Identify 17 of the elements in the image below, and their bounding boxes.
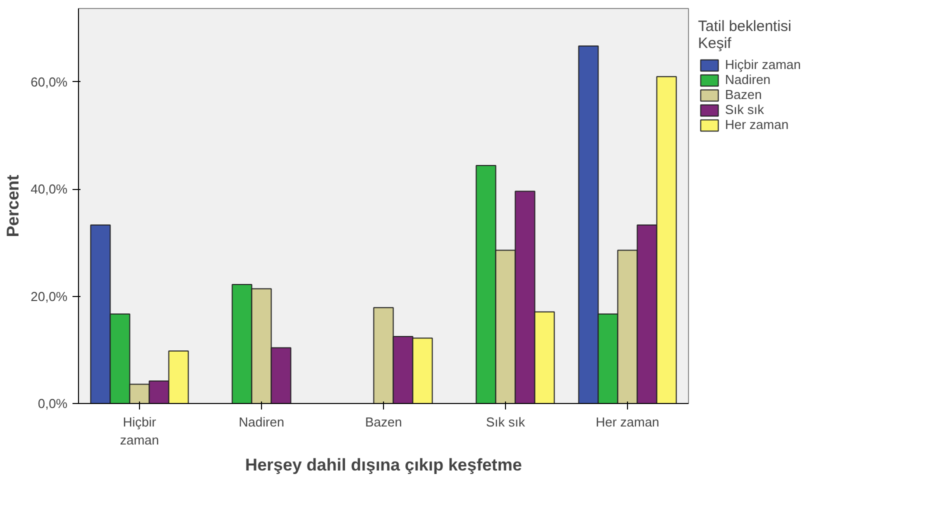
legend-label: Bazen bbox=[725, 87, 762, 102]
legend-label: Her zaman bbox=[725, 117, 789, 132]
legend-label: Hiçbir zaman bbox=[725, 57, 801, 72]
y-tick-label: 20,0% bbox=[30, 288, 68, 304]
x-tick-label: Nadiren bbox=[238, 414, 284, 430]
legend-label: Sık sık bbox=[725, 102, 764, 117]
x-tick-label: Hiçbir zaman bbox=[120, 414, 160, 448]
x-tick-label: Sık sık bbox=[486, 414, 526, 430]
x-axis-title: Herşey dahil dışına çıkıp keşfetme bbox=[245, 456, 522, 474]
y-tick-label: 60,0% bbox=[30, 74, 68, 90]
y-axis-title: Percent bbox=[4, 174, 23, 238]
x-tick-label: Her zaman bbox=[596, 414, 660, 430]
y-tick-label: 40,0% bbox=[30, 182, 68, 197]
y-tick-label: 0,0% bbox=[38, 396, 68, 411]
x-tick-label: Bazen bbox=[365, 414, 402, 430]
legend-label: Nadiren bbox=[725, 72, 771, 87]
legend-title: Tatil beklentisi Keşif bbox=[698, 18, 792, 52]
